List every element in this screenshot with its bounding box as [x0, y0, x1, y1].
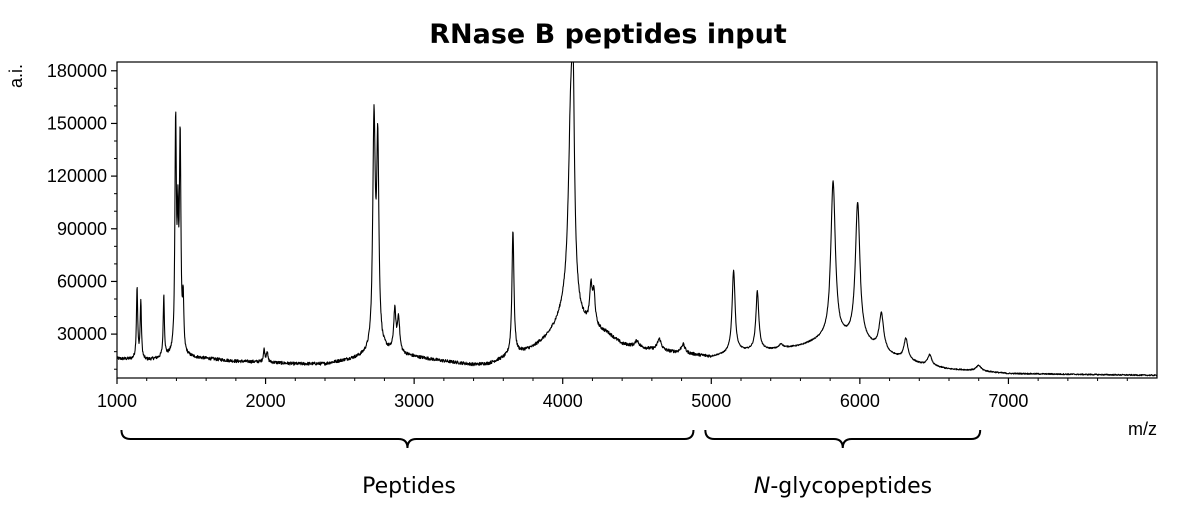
x-tick-label: 5000	[691, 391, 731, 411]
x-tick-label: 7000	[988, 391, 1028, 411]
y-tick-label: 180000	[47, 61, 107, 81]
y-axis: 30000 60000 90000 120000 150000 180000	[47, 61, 117, 370]
glycopeptides-label: N-glycopeptides	[754, 474, 932, 499]
x-tick-label: 4000	[543, 391, 583, 411]
x-axis: 1000 2000 3000 4000 5000 6000 7000	[97, 378, 1128, 411]
x-axis-label: m/z	[1128, 419, 1157, 439]
y-tick-label: 60000	[57, 271, 107, 291]
chart-title: RNase B peptides input	[429, 19, 787, 50]
x-tick-label: 6000	[840, 391, 880, 411]
glycopeptides-label-rest: -glycopeptides	[770, 474, 932, 499]
glycopeptides-label-italic: N	[754, 474, 770, 499]
y-tick-label: 30000	[57, 324, 107, 344]
y-tick-label: 90000	[57, 219, 107, 239]
x-tick-label: 2000	[246, 391, 286, 411]
x-tick-label: 1000	[97, 391, 137, 411]
peptides-bracket	[120, 429, 695, 449]
spectrum-line	[116, 61, 1158, 377]
x-tick-label: 3000	[394, 391, 434, 411]
y-tick-label: 150000	[47, 113, 107, 133]
peptides-label: Peptides	[362, 474, 456, 499]
plot-frame	[116, 61, 1158, 379]
y-tick-label: 120000	[47, 166, 107, 186]
y-axis-label: a.i.	[6, 64, 26, 88]
glycopeptides-bracket	[704, 429, 982, 449]
